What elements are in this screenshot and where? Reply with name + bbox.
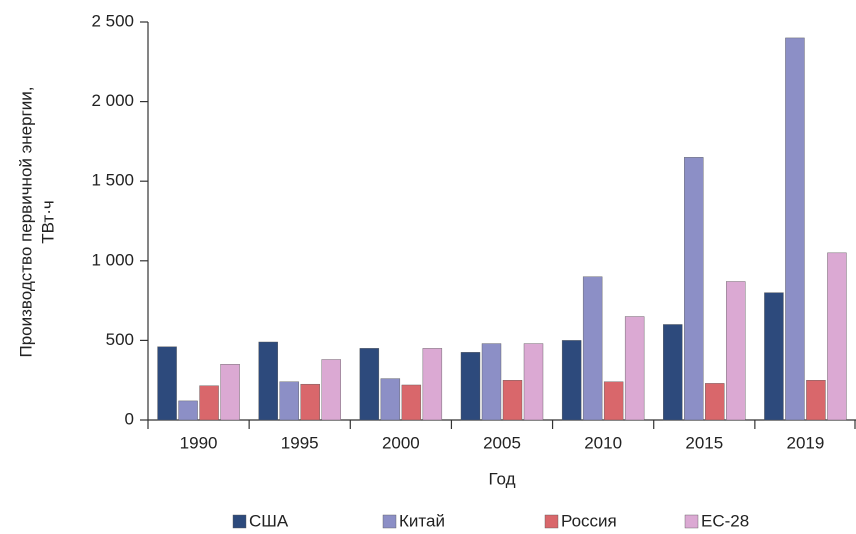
- bar: [157, 346, 177, 421]
- legend-label: ЕС-28: [701, 511, 749, 530]
- legend-swatch: [544, 514, 559, 529]
- bar: [705, 383, 725, 421]
- x-tick-label: 2000: [382, 433, 420, 452]
- bar: [321, 359, 341, 421]
- bar: [300, 383, 320, 421]
- y-tick-label: 0: [125, 409, 134, 428]
- bar: [258, 341, 278, 421]
- x-tick-label: 1995: [281, 433, 319, 452]
- bar: [178, 400, 198, 421]
- bar: [764, 292, 784, 421]
- bar: [460, 352, 481, 421]
- x-tick-label: 2005: [483, 433, 521, 452]
- legend-swatch: [232, 514, 247, 529]
- y-tick-label: 2 000: [91, 91, 134, 110]
- y-axis-label: ТВт·ч: [38, 200, 57, 243]
- bar: [663, 324, 683, 421]
- bar: [603, 381, 624, 421]
- x-tick-label: 2019: [787, 433, 825, 452]
- bar: [279, 381, 299, 421]
- x-axis-label: Год: [488, 469, 515, 488]
- y-axis-label: Производство первичной энергии,: [16, 86, 35, 357]
- bar: [401, 384, 422, 421]
- legend-label: США: [249, 511, 289, 530]
- bar: [220, 364, 240, 421]
- bar: [785, 37, 805, 421]
- x-tick-label: 1990: [180, 433, 218, 452]
- y-tick-label: 2 500: [91, 11, 134, 30]
- bar: [582, 276, 603, 421]
- bar: [806, 380, 826, 421]
- bar: [359, 348, 380, 421]
- legend-swatch: [684, 514, 699, 529]
- x-tick-label: 2015: [685, 433, 723, 452]
- bar: [502, 380, 523, 421]
- bar: [481, 343, 502, 421]
- x-tick-label: 2010: [584, 433, 622, 452]
- bar: [523, 343, 544, 421]
- bar: [684, 157, 704, 421]
- y-tick-label: 500: [106, 330, 134, 349]
- legend-label: Китай: [399, 511, 445, 530]
- y-tick-label: 1 000: [91, 250, 134, 269]
- bar: [827, 252, 847, 421]
- y-tick-label: 1 500: [91, 171, 134, 190]
- legend-swatch: [382, 514, 397, 529]
- bar: [380, 378, 401, 421]
- bar: [624, 316, 645, 421]
- legend-label: Россия: [561, 511, 617, 530]
- bar: [726, 281, 746, 421]
- bar: [561, 340, 582, 421]
- bar: [199, 385, 219, 421]
- bar: [422, 348, 443, 421]
